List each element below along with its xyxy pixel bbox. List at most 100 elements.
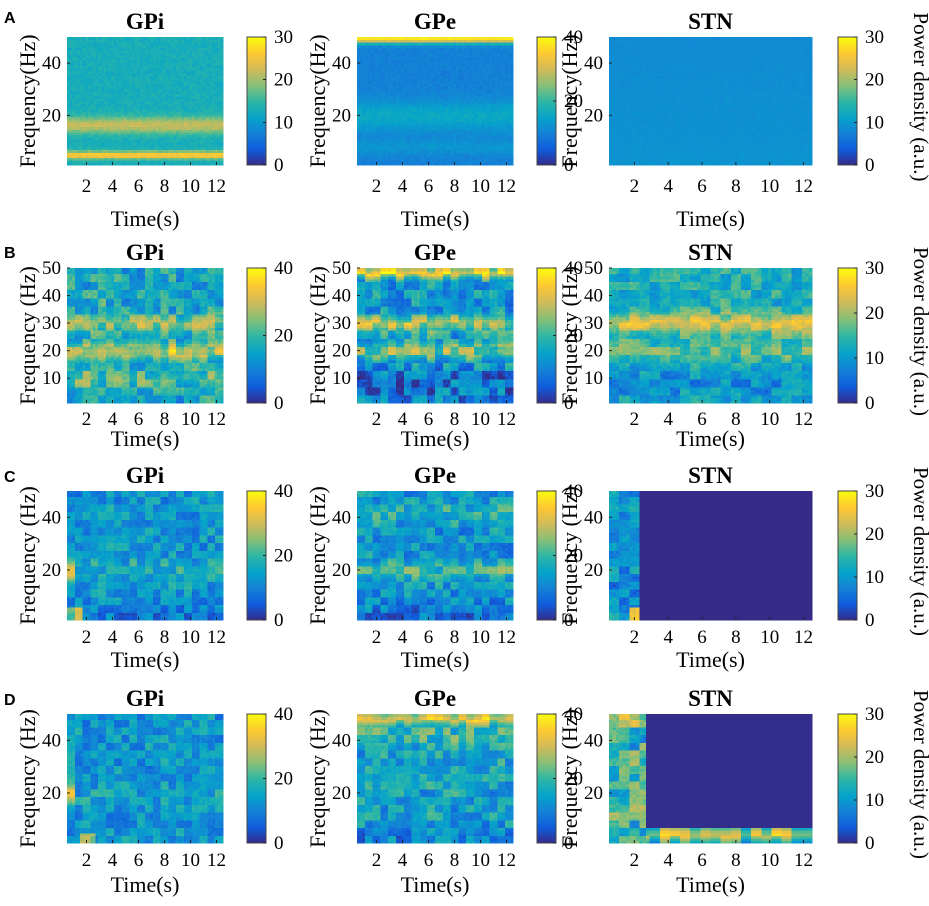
heatmap-cell [87, 149, 91, 153]
heatmap-cell [98, 72, 102, 76]
heatmap-cell [85, 141, 89, 146]
heatmap-cell [74, 42, 78, 46]
heatmap-cell [98, 80, 102, 84]
heatmap-cell [67, 131, 71, 135]
heatmap-cell [142, 141, 146, 146]
heatmap-cell [113, 67, 117, 71]
heatmap-cell [93, 121, 97, 125]
heatmap-cell [103, 118, 107, 123]
heatmap-cell [171, 54, 175, 59]
heatmap-cell [90, 147, 94, 151]
heatmap-cell [108, 42, 112, 46]
heatmap-cell [126, 141, 130, 146]
heatmap-cell [93, 37, 97, 41]
heatmap-cell [152, 39, 156, 43]
heatmap-cell [100, 70, 104, 74]
heatmap-cell [80, 65, 84, 69]
heatmap-cell [85, 124, 89, 128]
heatmap-cell [165, 42, 169, 46]
heatmap-cell [67, 39, 71, 43]
heatmap-cell [165, 121, 169, 125]
heatmap-cell [67, 44, 71, 48]
heatmap-cell [116, 93, 120, 97]
heatmap-cell [103, 154, 107, 158]
heatmap-cell [129, 129, 133, 133]
heatmap-cell [95, 85, 99, 89]
heatmap-cell [87, 157, 91, 161]
heatmap-cell [119, 141, 123, 146]
heatmap-cell [126, 47, 130, 51]
heatmap-cell [152, 62, 156, 66]
heatmap-cell [77, 47, 81, 51]
heatmap-cell [67, 118, 71, 123]
heatmap-cell [106, 124, 110, 128]
heatmap-cell [69, 129, 73, 133]
heatmap-cell [106, 162, 110, 166]
heatmap-cell [163, 159, 167, 164]
heatmap-cell [116, 139, 120, 143]
heatmap-cell [150, 93, 154, 97]
heatmap-cell [116, 118, 120, 123]
heatmap-cell [124, 88, 128, 92]
heatmap-cell [158, 149, 162, 153]
heatmap-cell [152, 136, 156, 140]
heatmap-cell [77, 88, 81, 92]
heatmap-cell [126, 134, 130, 138]
heatmap-cell [113, 139, 117, 143]
heatmap-cell [139, 39, 143, 43]
heatmap-cell [77, 65, 81, 69]
heatmap-cell [77, 113, 81, 117]
heatmap-cell [77, 72, 81, 76]
heatmap-cell [87, 93, 91, 97]
heatmap-cell [85, 113, 89, 117]
heatmap-cell [171, 159, 175, 164]
heatmap-cell [134, 111, 138, 115]
heatmap-cell [137, 144, 141, 148]
heatmap-cell [108, 101, 112, 105]
heatmap-cell [82, 111, 86, 115]
heatmap-cell [100, 139, 104, 143]
heatmap-cell [129, 95, 133, 100]
heatmap-cell [98, 98, 102, 102]
heatmap-cell [124, 126, 128, 130]
heatmap-cell [158, 67, 162, 71]
heatmap-cell [111, 85, 115, 89]
heatmap-cell [155, 47, 159, 51]
heatmap-cell [134, 108, 138, 112]
heatmap-cell [87, 116, 91, 120]
heatmap-cell [69, 118, 73, 123]
heatmap-cell [74, 52, 78, 56]
heatmap-cell [106, 98, 110, 102]
heatmap-cell [160, 121, 164, 125]
heatmap-cell [158, 154, 162, 158]
heatmap-cell [95, 39, 99, 43]
heatmap-cell [134, 80, 138, 84]
heatmap-cell [72, 70, 76, 74]
heatmap-cell [145, 113, 149, 117]
heatmap-cell [90, 42, 94, 46]
heatmap-cell [116, 47, 120, 51]
heatmap-cell [160, 131, 164, 135]
heatmap-cell [155, 42, 159, 46]
heatmap-cell [93, 136, 97, 140]
heatmap-cell [85, 72, 89, 76]
heatmap-cell [116, 90, 120, 94]
heatmap-cell [147, 57, 151, 61]
heatmap-cell [82, 52, 86, 56]
heatmap-cell [155, 103, 159, 107]
heatmap-cell [67, 88, 71, 92]
heatmap-cell [119, 98, 123, 102]
heatmap-cell [103, 83, 107, 87]
heatmap-cell [116, 83, 120, 87]
heatmap-cell [80, 37, 84, 41]
heatmap-cell [152, 126, 156, 130]
heatmap-cell [126, 101, 130, 105]
heatmap-cell [119, 126, 123, 130]
heatmap-cell [103, 129, 107, 133]
heatmap-cell [168, 121, 172, 125]
heatmap-cell [80, 106, 84, 110]
heatmap-cell [111, 121, 115, 125]
heatmap-cell [103, 144, 107, 148]
heatmap-cell [121, 72, 125, 76]
heatmap-cell [69, 141, 73, 146]
